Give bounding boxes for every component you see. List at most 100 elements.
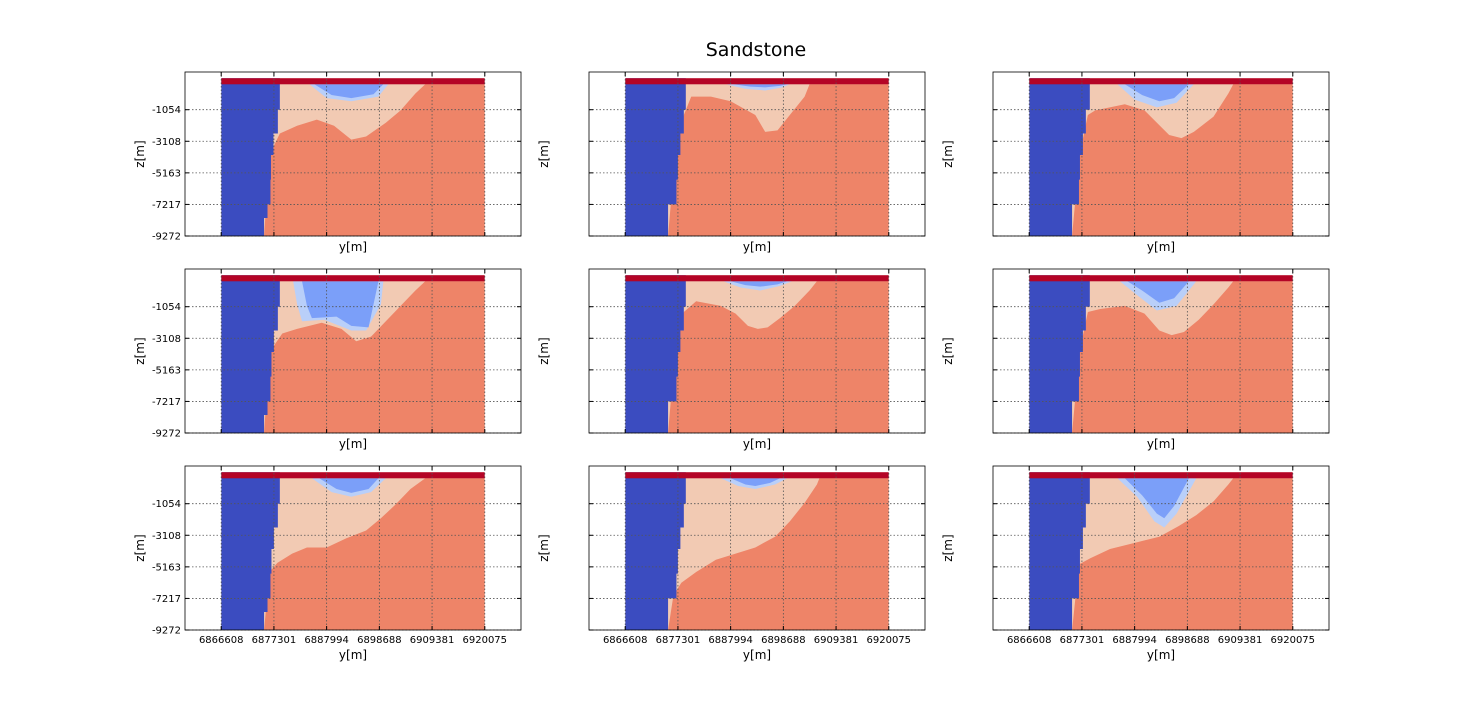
deep-blue-block <box>1029 472 1094 630</box>
y-tick-label: -7217 <box>152 594 181 605</box>
panel-4: -1054 -3108 -5163 -7217 -9272 y[m] z[m] <box>133 268 522 451</box>
x-tick-label: 6898688 <box>1165 635 1210 646</box>
x-tick-label: 6920075 <box>867 635 912 646</box>
mid-blue-zone <box>314 84 384 99</box>
axes-frame <box>184 465 522 631</box>
x-axis-label: y[m] <box>1147 648 1175 662</box>
y-axis-label: z[m] <box>537 337 551 364</box>
axes-frame <box>992 71 1330 237</box>
axes-frame <box>184 268 522 434</box>
y-axis-label: z[m] <box>941 534 955 561</box>
x-tick-label: 6887994 <box>708 635 753 646</box>
panel-7: 6866608 6877301 6887994 6898688 6909381 69200… <box>133 465 522 662</box>
salmon-body <box>1072 478 1293 630</box>
crimson-top-layer <box>1029 275 1293 282</box>
x-tick-label: 6887994 <box>1112 635 1157 646</box>
mid-blue-zone <box>1124 84 1189 102</box>
salmon-body <box>264 84 485 236</box>
crimson-top-layer <box>1029 78 1293 85</box>
panel-3: y[m] z[m] <box>941 71 1330 254</box>
x-tick-label: 6909381 <box>814 635 859 646</box>
mid-blue-zone <box>319 478 379 493</box>
crimson-top-layer <box>1029 472 1293 479</box>
x-tick-label: 6898688 <box>761 635 806 646</box>
salmon-body <box>668 281 889 433</box>
y-tick-label: -1054 <box>152 302 181 313</box>
crimson-top-layer <box>221 275 485 282</box>
y-axis-label: z[m] <box>537 534 551 561</box>
salmon-body <box>668 478 889 630</box>
axes-frame <box>588 71 926 237</box>
panel-1: -1054 -3108 -5163 -7217 -9272 y[m] z[m] <box>133 71 522 254</box>
section-body <box>1029 78 1293 236</box>
mid-blue-zone <box>730 281 788 287</box>
crimson-top-layer <box>625 275 889 282</box>
figure-title: Sandstone <box>706 39 807 61</box>
y-tick-label: -3108 <box>152 334 181 345</box>
x-tick-label: 6866608 <box>1007 635 1052 646</box>
panels: -1054 -3108 -5163 -7217 -9272 y[m] z[m] y[m] z[m… <box>133 71 1330 662</box>
deep-blue-block <box>1029 78 1094 236</box>
section-body <box>221 472 485 630</box>
axes-frame <box>588 465 926 631</box>
x-tick-label: 6866608 <box>603 635 648 646</box>
x-tick-label: 6877301 <box>656 635 701 646</box>
deep-blue-block <box>221 472 286 630</box>
x-tick-label: 6909381 <box>410 635 455 646</box>
x-tick-label: 6877301 <box>1060 635 1105 646</box>
y-tick-label: -3108 <box>152 531 181 542</box>
section-body <box>1029 472 1293 630</box>
y-tick-label: -1054 <box>152 499 181 510</box>
y-tick-label: -9272 <box>152 429 181 440</box>
x-tick-label: 6920075 <box>1271 635 1316 646</box>
x-tick-label: 6909381 <box>1218 635 1263 646</box>
section-body <box>1029 275 1293 433</box>
y-tick-label: -7217 <box>152 397 181 408</box>
deep-blue-block <box>1029 275 1094 433</box>
y-axis-label: z[m] <box>133 534 147 561</box>
y-tick-label: -5163 <box>152 168 181 179</box>
crimson-top-layer <box>625 472 889 479</box>
y-tick-label: -9272 <box>152 626 181 637</box>
axes-frame <box>588 268 926 434</box>
y-tick-label: -5163 <box>152 365 181 376</box>
x-tick-label: 6887994 <box>304 635 349 646</box>
y-tick-label: -5163 <box>152 562 181 573</box>
deep-blue-block <box>221 275 286 433</box>
panel-5: y[m] z[m] <box>537 268 926 451</box>
section-body <box>625 78 889 236</box>
salmon-body <box>668 84 889 236</box>
x-tick-label: 6877301 <box>252 635 297 646</box>
y-axis-label: z[m] <box>537 140 551 167</box>
y-axis-label: z[m] <box>133 140 147 167</box>
x-axis-label: y[m] <box>339 648 367 662</box>
mid-blue-zone <box>733 84 788 88</box>
deep-blue-block <box>221 78 286 236</box>
x-axis-label: y[m] <box>1147 240 1175 254</box>
axes-frame <box>992 465 1330 631</box>
y-axis-label: z[m] <box>941 140 955 167</box>
panel-9: 6866608 6877301 6887994 6898688 6909381 69200… <box>941 465 1330 662</box>
x-axis-label: y[m] <box>1147 437 1175 451</box>
salmon-body <box>264 478 485 630</box>
x-axis-label: y[m] <box>339 240 367 254</box>
axes-frame <box>184 71 522 237</box>
mid-blue-zone <box>730 478 780 486</box>
x-tick-label: 6866608 <box>199 635 244 646</box>
salmon-body <box>1072 84 1293 236</box>
x-tick-label: 6898688 <box>357 635 402 646</box>
crimson-top-layer <box>625 78 889 85</box>
panel-8: 6866608 6877301 6887994 6898688 6909381 69200… <box>537 465 926 662</box>
deep-blue-block <box>625 78 690 236</box>
x-axis-label: y[m] <box>743 437 771 451</box>
x-axis-label: y[m] <box>743 240 771 254</box>
x-axis-label: y[m] <box>339 437 367 451</box>
y-tick-label: -1054 <box>152 105 181 116</box>
x-axis-label: y[m] <box>743 648 771 662</box>
y-axis-label: z[m] <box>941 337 955 364</box>
crimson-top-layer <box>221 472 485 479</box>
y-axis-label: z[m] <box>133 337 147 364</box>
section-body <box>221 275 485 433</box>
x-tick-label: 6920075 <box>463 635 508 646</box>
